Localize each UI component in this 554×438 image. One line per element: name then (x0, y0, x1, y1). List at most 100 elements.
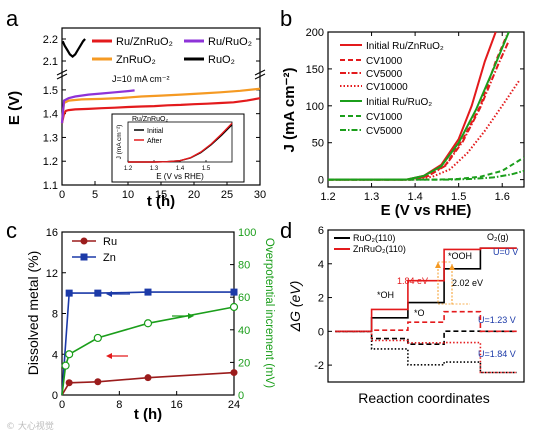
d-series-4 (335, 330, 517, 374)
panel-a-series (60, 38, 261, 124)
c-ytick-label: 8 (52, 309, 58, 321)
inset-frame (111, 113, 245, 183)
inset-xtick-label: 1.2 (124, 166, 133, 172)
panel-b-xlabel: E (V vs RHE) (381, 202, 472, 219)
c-y2tick-label: 0 (238, 390, 244, 402)
panel-a-inset: 1.2 1.3 1.4 1.5 Ru/ZnRuO₂ Initial After E (… (111, 113, 245, 183)
b-legend-label-3: CV10000 (366, 82, 408, 93)
panel-label-d: d (280, 218, 292, 243)
panel-c-legend: Ru Zn (72, 236, 117, 264)
b-xtick-label: 1.4 (407, 191, 422, 203)
c-marker-ru (230, 369, 238, 377)
c-marker-overpotential (229, 302, 239, 312)
c-y2tick-label: 100 (238, 227, 256, 239)
b-legend-label-6: CV5000 (366, 126, 403, 137)
d-label-oh: *OH (377, 290, 394, 300)
c-legend-marker-ru (80, 237, 88, 245)
a-ytick-label: 1.3 (43, 132, 58, 144)
panel-d-frame (327, 229, 525, 383)
inset-ylabel: J (mA cm⁻²) (116, 125, 123, 160)
c-marker-overpotential (93, 333, 102, 343)
panel-a-ylabel: E (V) (6, 91, 23, 125)
panel-c-arrows (106, 291, 194, 359)
b-xtick-label: 1.6 (495, 191, 510, 203)
inset-legend-initial: Initial (147, 128, 164, 135)
inset-xtick-label: 1.5 (202, 166, 211, 172)
b-ytick-label: 150 (306, 64, 324, 76)
panel-b-legend: Initial Ru/ZnRuO₂ CV1000 CV5000 CV10000 … (340, 41, 444, 137)
gap-arrowhead-znruo2 (435, 262, 441, 268)
inset-series (128, 122, 233, 163)
b-series-2 (328, 40, 510, 181)
b-xtick-label: 1.3 (364, 191, 379, 203)
b-legend-label-2: CV5000 (366, 69, 403, 80)
c-y2tick-label: 20 (238, 357, 250, 369)
c-xtick-label: 8 (116, 399, 122, 411)
inset-series-1 (128, 122, 233, 163)
panel-label-b: b (280, 6, 292, 31)
panel-label-a: a (6, 6, 19, 31)
d-label-u123: U=1.23 V (478, 315, 516, 325)
b-ytick-label: 200 (306, 27, 324, 39)
c-marker-zn (144, 288, 152, 296)
a-xtick-label: 15 (155, 189, 167, 201)
panel-a-axis-break (56, 69, 266, 80)
panel-b: 0 50 100 150 200 1.2 1.3 1.4 1.5 1.6 E (V vs RHE)… (281, 27, 525, 219)
a-series-0 (60, 97, 261, 124)
a-xtick-label: 5 (92, 189, 98, 201)
d-ytick-label: -2 (314, 360, 324, 372)
panel-d-ticks: -2 0 2 4 6 (314, 225, 332, 372)
a-ytick-label: 1.4 (43, 109, 58, 121)
a-xtick-label: 10 (122, 189, 134, 201)
c-ytick-label: 0 (52, 390, 58, 402)
a-series-2 (60, 89, 135, 124)
c-xtick-label: 0 (59, 399, 65, 411)
inset-title: Ru/ZnRuO₂ (132, 116, 168, 123)
panel-b-frame (327, 31, 525, 188)
panel-b-series (328, 32, 524, 181)
a-xtick-label: 20 (188, 189, 200, 201)
inset-xtick-label: 1.4 (176, 166, 185, 172)
legend-label-znruo2: ZnRuO₂ (116, 54, 156, 66)
d-label-o: *O (414, 308, 425, 318)
b-legend-label-1: CV1000 (366, 56, 403, 67)
inset-xlabel: E (V vs RHE) (156, 172, 204, 181)
c-y2tick-label: 80 (238, 260, 250, 272)
d-series-1 (335, 247, 517, 333)
d-ytick-label: 4 (318, 259, 324, 271)
ru-axis-arrowhead (106, 353, 112, 359)
c-marker-zn (230, 288, 238, 296)
a-xtick-label: 25 (221, 189, 233, 201)
c-marker-overpotential (65, 350, 74, 359)
d-label-u0: U=0 V (493, 247, 518, 257)
panel-b-ylabel: J (mA cm⁻²) (281, 68, 298, 153)
b-series-5 (328, 156, 524, 181)
inset-xtick-label: 1.3 (150, 166, 159, 172)
a-ytick-label: 1.1 (43, 180, 58, 192)
legend-label-ruo2: RuO₂ (208, 54, 235, 66)
zn-axis-arrowhead (106, 291, 112, 297)
inset-legend-after: After (147, 138, 162, 145)
d-label-o2: O₂(g) (487, 232, 509, 242)
panel-a-xlabel: t (h) (147, 193, 175, 210)
panel-a: 1.11.21.31.41.52.12.20 5 10 15 20 25 30 t (h) … (6, 27, 266, 210)
d-legend-label-ruo2: RuO₂(110) (353, 233, 395, 243)
watermark: © 大心视觉 (6, 422, 54, 432)
c-xtick-label: 24 (228, 399, 240, 411)
d-label-ooh: *OOH (448, 251, 472, 261)
d-ytick-label: 6 (318, 225, 324, 237)
c-legend-marker-zn (80, 253, 88, 261)
panel-c-series (61, 288, 239, 396)
c-series-2 (61, 306, 235, 396)
b-ytick-label: 50 (312, 138, 324, 150)
panel-d-series (335, 247, 517, 374)
b-series-6 (328, 169, 524, 181)
c-xtick-label: 16 (171, 399, 183, 411)
b-legend-label-5: CV1000 (366, 112, 403, 123)
c-legend-label-ru: Ru (103, 236, 117, 248)
panel-d-legend: RuO₂(110) ZnRuO₂(110) (334, 233, 406, 254)
gap-arrowhead-ruo2 (449, 264, 455, 270)
a-xtick-label: 30 (254, 189, 266, 201)
panel-label-c: c (6, 218, 17, 243)
